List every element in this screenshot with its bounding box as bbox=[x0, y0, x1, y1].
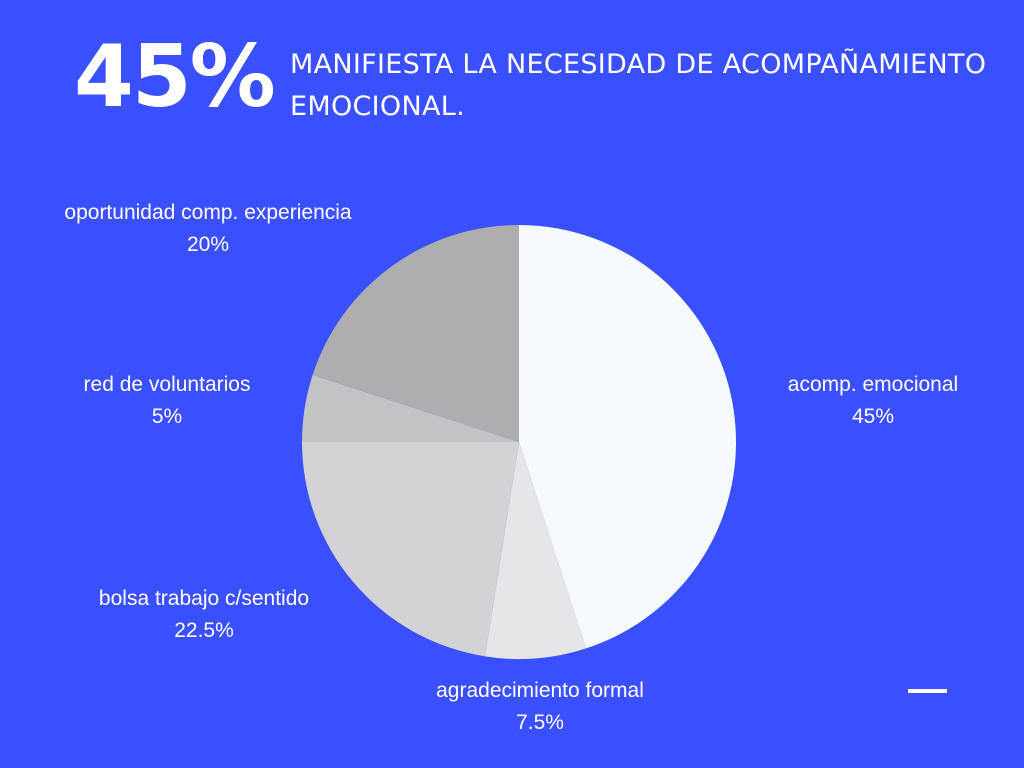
pie-slice bbox=[302, 442, 519, 657]
pie-slice bbox=[485, 442, 587, 660]
slice-name-label: red de voluntarios bbox=[84, 373, 251, 396]
slice-name-label: agradecimiento formal bbox=[436, 679, 644, 702]
slice-value-label: 7.5% bbox=[516, 711, 564, 734]
headline-percentage: 45% bbox=[74, 27, 276, 127]
pie-slice bbox=[519, 225, 737, 649]
slice-value-label: 45% bbox=[852, 405, 894, 428]
headline-statement: MANIFIESTA LA NECESIDAD DE ACOMPAÑAMIENT… bbox=[290, 49, 987, 122]
pie-slice bbox=[312, 225, 519, 442]
decorative-dash bbox=[908, 689, 947, 693]
slice-value-label: 5% bbox=[152, 405, 182, 428]
slice-value-label: 20% bbox=[187, 233, 229, 256]
slice-name-label: acomp. emocional bbox=[788, 373, 958, 396]
slice-name-label: oportunidad comp. experiencia bbox=[64, 201, 352, 224]
slice-value-label: 22.5% bbox=[174, 619, 234, 642]
pie-slice bbox=[302, 374, 519, 442]
slice-name-label: bolsa trabajo c/sentido bbox=[99, 587, 309, 610]
